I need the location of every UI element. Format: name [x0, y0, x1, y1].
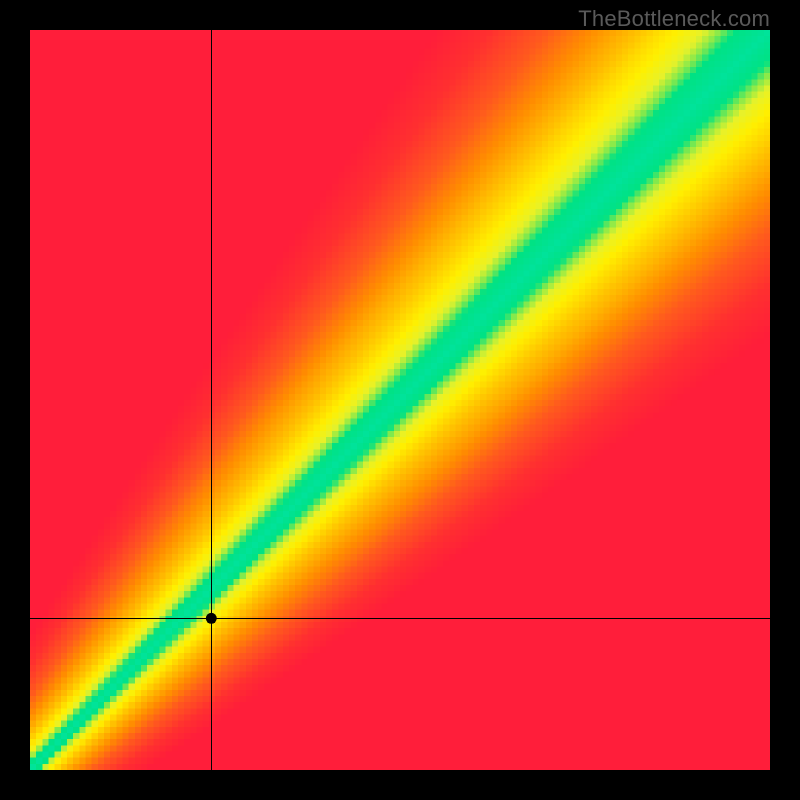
heatmap-overlay	[30, 30, 770, 770]
plot-area	[30, 30, 770, 770]
watermark-text: TheBottleneck.com	[578, 6, 770, 32]
